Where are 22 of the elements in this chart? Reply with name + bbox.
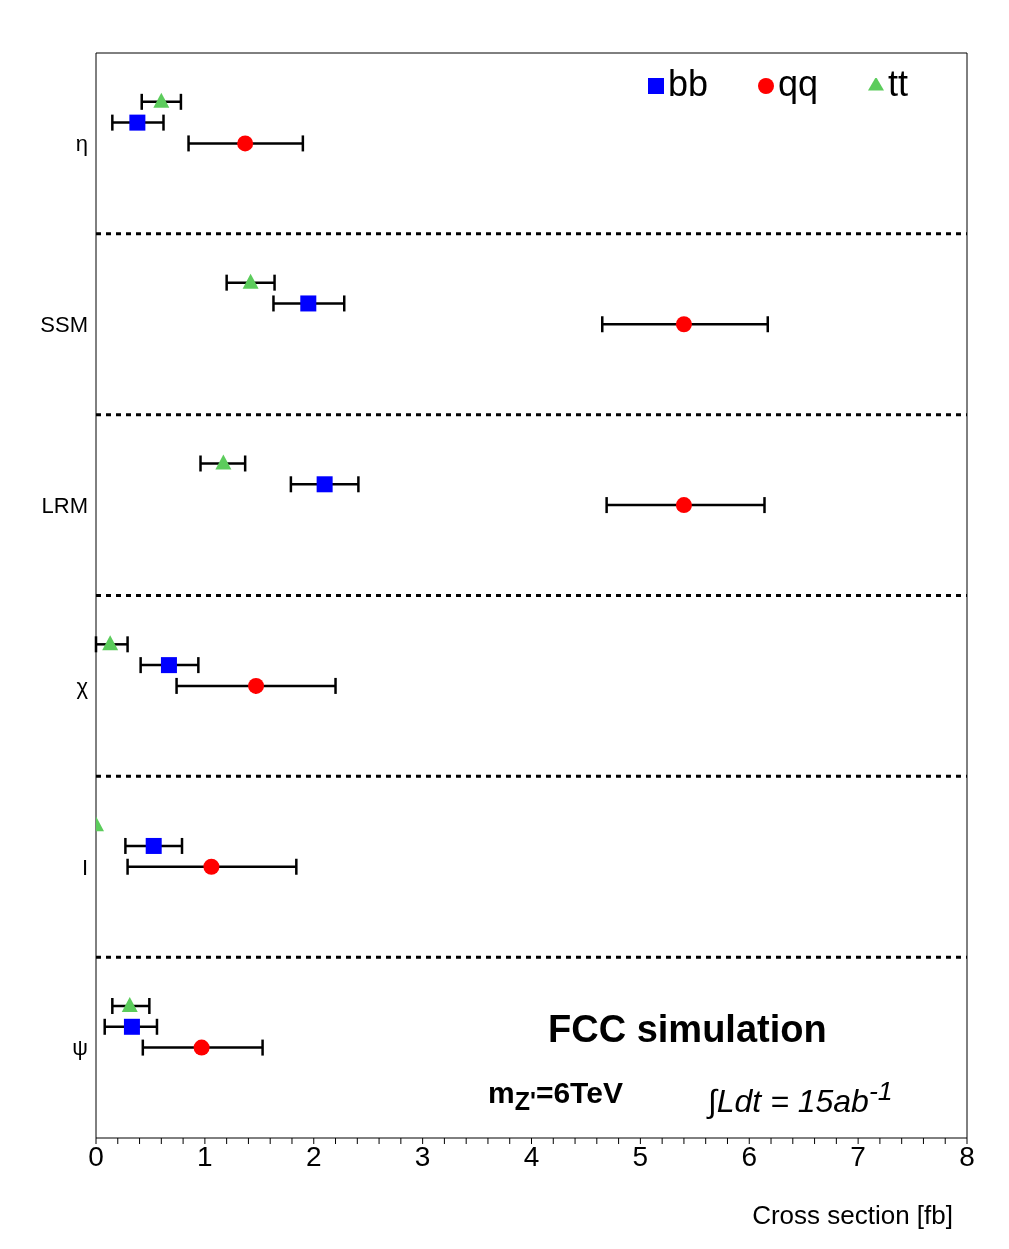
x-tick-label: 3 [414, 1140, 431, 1172]
y-tick-label: η [75, 131, 88, 157]
legend-label: tt [887, 63, 908, 104]
annotation: FCC simulation [548, 1008, 827, 1051]
legend-label: qq [777, 63, 818, 104]
y-tick-label: SSM [40, 312, 88, 338]
x-axis-title: Cross section [fb] [752, 1200, 953, 1230]
x-tick-label: 4 [523, 1140, 540, 1172]
annotation: m$_{Z'}$=6TeV [488, 1076, 623, 1116]
x-tick-label: 1 [197, 1140, 213, 1172]
x-tick-label: 5 [632, 1140, 649, 1172]
y-tick-label: I [81, 854, 88, 880]
x-tick-label: 0 [88, 1140, 104, 1172]
y-tick-label: ψ [72, 1035, 88, 1061]
x-tick-label: 8 [959, 1140, 975, 1172]
annotation: ∫Ldt = 15ab$^{-1}$ [708, 1076, 893, 1120]
x-tick-label: 7 [850, 1140, 866, 1172]
x-tick-label: 6 [741, 1140, 758, 1172]
y-tick-label: LRM [41, 492, 88, 518]
x-tick-label: 2 [305, 1140, 322, 1172]
legend-label: bb [667, 63, 708, 104]
y-tick-label: χ [76, 673, 89, 699]
